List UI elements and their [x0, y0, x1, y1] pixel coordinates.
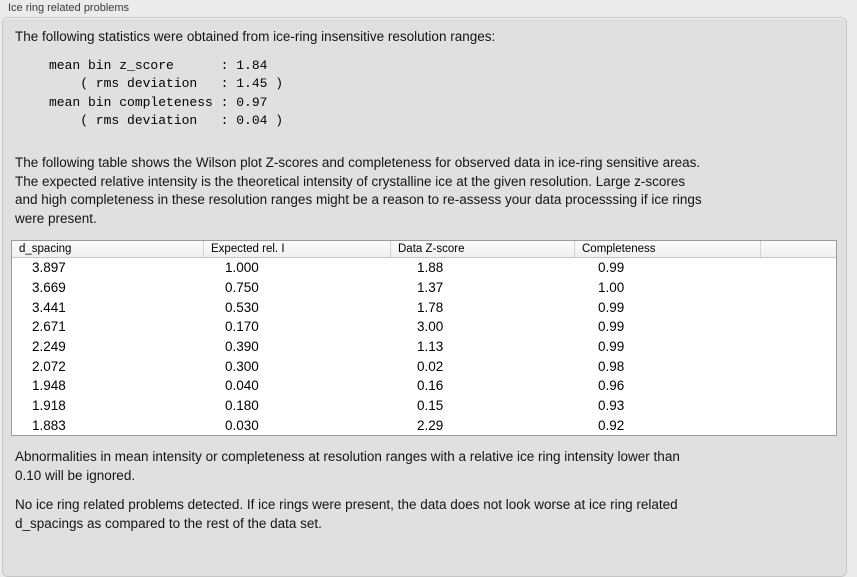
table-cell [761, 337, 836, 357]
table-cell: 0.030 [225, 417, 259, 433]
table-row[interactable]: 3.441 0.530 1.78 0.99 [12, 297, 836, 317]
ice-ring-table: d_spacing Expected rel. I Data Z-score C… [11, 240, 837, 437]
table-row[interactable]: 1.883 0.030 2.29 0.92 [12, 416, 836, 436]
table-cell: 0.96 [598, 378, 625, 394]
table-cell: 0.530 [225, 299, 259, 315]
column-header-expected-rel-i[interactable]: Expected rel. I [204, 241, 391, 258]
table-cell: 0.93 [598, 398, 625, 414]
stats-intro-text: The following statistics were obtained f… [15, 29, 496, 44]
table-cell: 0.02 [417, 358, 444, 374]
table-cell: 2.671 [32, 319, 66, 335]
column-header-completeness[interactable]: Completeness [575, 241, 761, 258]
table-cell: 1.78 [417, 299, 444, 315]
table-cell: 0.92 [598, 417, 625, 433]
table-cell: 1.918 [32, 398, 66, 414]
table-row[interactable]: 2.072 0.300 0.02 0.98 [12, 356, 836, 376]
stats-block: mean bin z_score : 1.84 ( rms deviation … [49, 58, 284, 128]
table-row[interactable]: 1.918 0.180 0.15 0.93 [12, 396, 836, 416]
table-cell [761, 258, 836, 278]
table-cell: 0.99 [598, 260, 625, 276]
table-cell [761, 376, 836, 396]
table-cell [761, 317, 836, 337]
table-cell: 1.000 [225, 260, 259, 276]
table-cell: 3.669 [32, 280, 66, 296]
table-cell [761, 416, 836, 436]
table-cell: 0.750 [225, 280, 259, 296]
table-row[interactable]: 3.897 1.000 1.88 0.99 [12, 258, 836, 278]
table-row[interactable]: 2.671 0.170 3.00 0.99 [12, 317, 836, 337]
table-cell: 1.37 [417, 280, 444, 296]
table-cell: 2.072 [32, 358, 66, 374]
table-cell: 2.249 [32, 339, 66, 355]
table-cell: 0.15 [417, 398, 444, 414]
column-header-empty [761, 241, 836, 258]
table-cell: 1.00 [598, 280, 625, 296]
table-cell: 1.88 [417, 260, 444, 276]
table-cell: 0.16 [417, 378, 444, 394]
ice-ring-groupbox: The following statistics were obtained f… [2, 17, 847, 577]
table-row[interactable]: 2.249 0.390 1.13 0.99 [12, 337, 836, 357]
table-cell: 1.883 [32, 417, 66, 433]
table-header-row: d_spacing Expected rel. I Data Z-score C… [12, 241, 836, 258]
table-cell: 3.441 [32, 299, 66, 315]
table-cell: 0.180 [225, 398, 259, 414]
ice-table-body: 3.897 1.000 1.88 0.99 3.669 0.750 1.37 1.00 3.44… [12, 258, 836, 435]
groupbox-title: Ice ring related problems [8, 2, 130, 14]
table-cell: 0.99 [598, 319, 625, 335]
table-cell: 2.29 [417, 417, 444, 433]
table-cell [761, 297, 836, 317]
table-row[interactable]: 1.948 0.040 0.16 0.96 [12, 376, 836, 396]
table-cell: 0.170 [225, 319, 259, 335]
table-description: The following table shows the Wilson plo… [15, 155, 702, 226]
table-cell: 0.040 [225, 378, 259, 394]
table-cell: 0.390 [225, 339, 259, 355]
table-row[interactable]: 3.669 0.750 1.37 1.00 [12, 278, 836, 298]
column-header-data-z-score[interactable]: Data Z-score [391, 241, 575, 258]
table-cell: 3.00 [417, 319, 444, 335]
table-cell: 1.948 [32, 378, 66, 394]
table-cell: 3.897 [32, 260, 66, 276]
table-cell: 0.99 [598, 299, 625, 315]
table-cell [761, 396, 836, 416]
column-header-d-spacing[interactable]: d_spacing [12, 241, 204, 258]
table-cell: 1.13 [417, 339, 444, 355]
table-cell: 0.98 [598, 358, 625, 374]
table-cell [761, 356, 836, 376]
table-cell [761, 278, 836, 298]
conclusion-text: No ice ring related problems detected. I… [15, 497, 678, 531]
table-cell: 0.99 [598, 339, 625, 355]
table-cell: 0.300 [225, 358, 259, 374]
ignore-note: Abnormalities in mean intensity or compl… [15, 449, 680, 483]
